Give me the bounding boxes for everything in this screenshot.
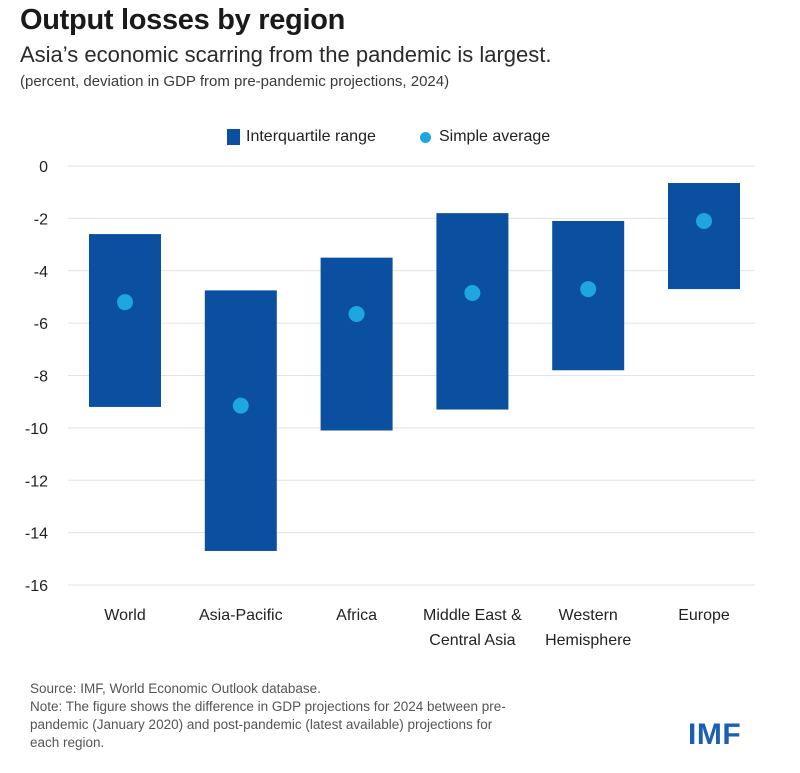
note-line-3: each region. bbox=[30, 735, 105, 750]
x-tick-label-1-0: Asia-Pacific bbox=[199, 607, 283, 624]
legend-average-label: Simple average bbox=[439, 128, 551, 145]
footer: Source: IMF, World Economic Outlook data… bbox=[30, 680, 650, 752]
chart-subtitle: Asia’s economic scarring from the pandem… bbox=[20, 42, 552, 67]
average-dot-1 bbox=[232, 397, 249, 414]
y-tick-label-8: -16 bbox=[25, 578, 48, 595]
note-line-1: Note: The figure shows the difference in… bbox=[30, 699, 506, 714]
y-tick-label-5: -10 bbox=[25, 421, 48, 438]
range-bar-2 bbox=[320, 257, 393, 431]
y-tick-label-4: -8 bbox=[34, 369, 48, 386]
average-dot-5 bbox=[696, 212, 712, 229]
imf-logo: IMF bbox=[688, 718, 742, 751]
chart-title: Output losses by region bbox=[20, 4, 346, 36]
average-dot-icon bbox=[420, 131, 431, 143]
range-bar-0 bbox=[89, 234, 161, 407]
note-line-2: pandemic (January 2020) and post-pandemi… bbox=[30, 717, 493, 732]
legend-range-label: Interquartile range bbox=[246, 128, 376, 145]
chart-units-note: (percent, deviation in GDP from pre-pand… bbox=[20, 73, 450, 90]
x-tick-label-0-0: World bbox=[104, 607, 146, 624]
average-dot-3 bbox=[464, 285, 481, 302]
range-swatch-icon bbox=[227, 129, 240, 145]
legend-item-range: Interquartile range bbox=[227, 128, 376, 146]
x-tick-label-3-0: Middle East & bbox=[423, 607, 522, 624]
y-tick-label-7: -14 bbox=[25, 526, 48, 543]
range-bar-3 bbox=[436, 213, 509, 410]
legend: Interquartile range Simple average bbox=[0, 128, 800, 152]
source-note: Source: IMF, World Economic Outlook data… bbox=[30, 681, 321, 696]
y-tick-label-6: -12 bbox=[25, 473, 48, 490]
legend-item-average: Simple average bbox=[420, 128, 550, 146]
x-tick-label-4-0: Western bbox=[559, 607, 618, 624]
range-bar-1 bbox=[204, 290, 277, 551]
y-tick-label-3: -6 bbox=[34, 316, 48, 333]
y-tick-label-0: 0 bbox=[39, 159, 48, 176]
x-tick-label-4-1: Hemisphere bbox=[545, 632, 631, 649]
average-dot-2 bbox=[348, 305, 365, 322]
y-tick-label-1: -2 bbox=[34, 211, 48, 228]
x-tick-label-2-0: Africa bbox=[336, 607, 377, 624]
range-bar-5 bbox=[668, 183, 740, 290]
x-tick-label-5-0: Europe bbox=[678, 607, 730, 624]
average-dot-0 bbox=[117, 294, 133, 311]
x-tick-label-3-1: Central Asia bbox=[429, 632, 515, 649]
y-tick-label-2: -4 bbox=[34, 264, 48, 281]
average-dot-4 bbox=[580, 281, 597, 298]
chart-plot: 0 -2 -4 -6 -8 -10 -12 -14 -16 World Asia-Pacific Af… bbox=[25, 159, 755, 649]
